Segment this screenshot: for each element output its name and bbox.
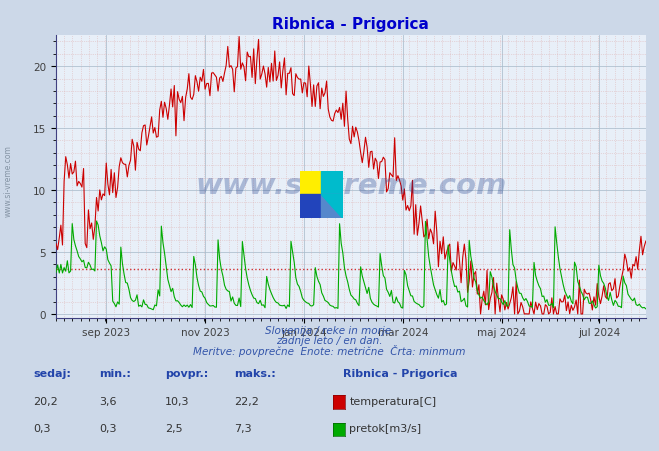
- Text: maks.:: maks.:: [234, 368, 275, 378]
- Text: 0,3: 0,3: [33, 423, 51, 433]
- Text: 2,5: 2,5: [165, 423, 183, 433]
- Title: Ribnica - Prigorica: Ribnica - Prigorica: [272, 17, 430, 32]
- Text: zadnje leto / en dan.: zadnje leto / en dan.: [276, 336, 383, 345]
- Text: www.si-vreme.com: www.si-vreme.com: [3, 144, 13, 216]
- Text: sedaj:: sedaj:: [33, 368, 71, 378]
- Bar: [300, 195, 322, 219]
- Text: 3,6: 3,6: [99, 396, 117, 405]
- Text: temperatura[C]: temperatura[C]: [349, 396, 436, 405]
- Text: 10,3: 10,3: [165, 396, 189, 405]
- Text: povpr.:: povpr.:: [165, 368, 208, 378]
- Bar: [300, 171, 322, 195]
- Bar: [322, 171, 343, 195]
- Text: Slovenija / reke in morje.: Slovenija / reke in morje.: [265, 325, 394, 335]
- Text: 20,2: 20,2: [33, 396, 58, 405]
- Text: pretok[m3/s]: pretok[m3/s]: [349, 423, 421, 433]
- Polygon shape: [322, 195, 343, 219]
- Text: Ribnica - Prigorica: Ribnica - Prigorica: [343, 368, 457, 378]
- Text: 22,2: 22,2: [234, 396, 259, 405]
- Text: Meritve: povprečne  Enote: metrične  Črta: minmum: Meritve: povprečne Enote: metrične Črta:…: [193, 345, 466, 356]
- Polygon shape: [322, 195, 343, 219]
- Text: 0,3: 0,3: [99, 423, 117, 433]
- Text: www.si-vreme.com: www.si-vreme.com: [195, 171, 507, 199]
- Text: 7,3: 7,3: [234, 423, 252, 433]
- Text: min.:: min.:: [99, 368, 130, 378]
